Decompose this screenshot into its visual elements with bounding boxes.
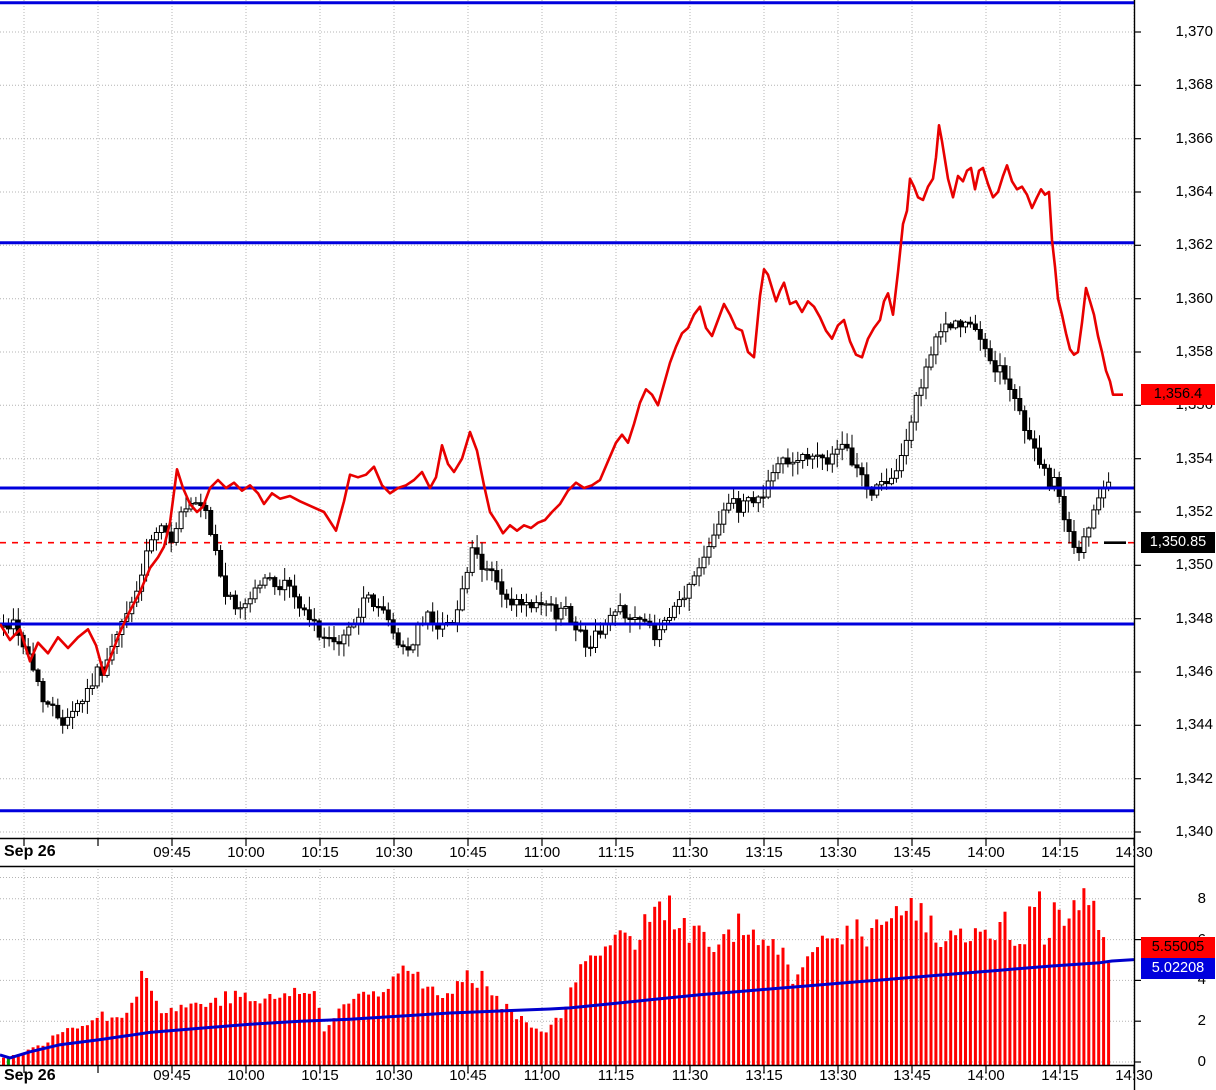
price-axis-label: 1,348 (1175, 610, 1213, 627)
time-axis-label-bottom: 10:00 (227, 1067, 265, 1084)
price-axis-label: 1,366 (1175, 130, 1213, 147)
time-axis-label-top: 13:45 (893, 844, 931, 861)
price-axis-label: 1,352 (1175, 503, 1213, 520)
red-line-price-tag-value: 1,356.4 (1153, 386, 1203, 402)
volume-axis-label: 8 (1197, 890, 1206, 907)
time-axis-label-top: 11:30 (671, 844, 709, 861)
last-price-tag-value: 1,350.85 (1149, 534, 1207, 550)
volume-axis-label: 2 (1197, 1012, 1206, 1029)
time-axis-label-bottom: 10:15 (301, 1067, 339, 1084)
time-axis-label-top: 10:00 (227, 844, 265, 861)
time-axis-label-bottom: 13:15 (745, 1067, 783, 1084)
price-axis-label: 1,354 (1175, 450, 1213, 467)
volume-average-tag: 5.02208 (1141, 958, 1215, 979)
time-axis-label-top: 13:15 (745, 844, 783, 861)
time-axis-label-top: 10:45 (449, 844, 487, 861)
time-axis-label-top: 11:15 (597, 844, 635, 861)
price-axis-label: 1,358 (1175, 343, 1213, 360)
time-axis-label-top: 10:30 (375, 844, 413, 861)
price-axis-label: 1,340 (1175, 823, 1213, 840)
time-axis-label-top: 14:30 (1115, 844, 1153, 861)
time-axis-label-bottom: 10:30 (375, 1067, 413, 1084)
price-axis-label: 1,370 (1175, 23, 1213, 40)
time-axis-label-top: 14:15 (1041, 844, 1079, 861)
time-axis-label-bottom: 09:45 (153, 1067, 191, 1084)
volume-average-tag-value: 5.02208 (1151, 960, 1205, 976)
time-axis-label-bottom: 11:15 (597, 1067, 635, 1084)
time-axis-label-top: 09:45 (153, 844, 191, 861)
time-axis-label-top: 10:15 (301, 844, 339, 861)
time-axis-label-top: 13:30 (819, 844, 857, 861)
date-label-bottom: Sep 26 (4, 1067, 56, 1084)
last-price-tag: 1,350.85 (1141, 532, 1215, 553)
volume-axis-label: 4 (1197, 971, 1206, 988)
time-axis-label-bottom: 10:45 (449, 1067, 487, 1084)
price-axis-label: 1,368 (1175, 76, 1213, 93)
price-axis-label: 1,344 (1175, 716, 1213, 733)
time-axis-label-top: 11:00 (523, 844, 561, 861)
price-axis-label: 1,362 (1175, 236, 1213, 253)
time-axis-label-bottom: 14:15 (1041, 1067, 1079, 1084)
red-line-price-tag: 1,356.4 (1141, 384, 1215, 405)
time-axis-label-bottom: 14:30 (1115, 1067, 1153, 1084)
price-axis-label: 1,342 (1175, 770, 1213, 787)
price-axis-label: 1,364 (1175, 183, 1213, 200)
time-axis-label-bottom: 11:00 (523, 1067, 561, 1084)
time-axis-label-bottom: 13:45 (893, 1067, 931, 1084)
volume-last-tag-value: 5.55005 (1151, 939, 1205, 955)
price-axis-label: 1,350 (1175, 556, 1213, 573)
price-axis-label: 1,360 (1175, 290, 1213, 307)
volume-axis-label: 0 (1197, 1053, 1206, 1070)
time-axis-label-top: 14:00 (967, 844, 1005, 861)
price-axis-label: 1,346 (1175, 663, 1213, 680)
time-axis-label-bottom: 14:00 (967, 1067, 1005, 1084)
time-axis-label-bottom: 11:30 (671, 1067, 709, 1084)
volume-last-tag: 5.55005 (1141, 937, 1215, 958)
time-axis-label-bottom: 13:30 (819, 1067, 857, 1084)
date-label-top: Sep 26 (4, 843, 56, 860)
